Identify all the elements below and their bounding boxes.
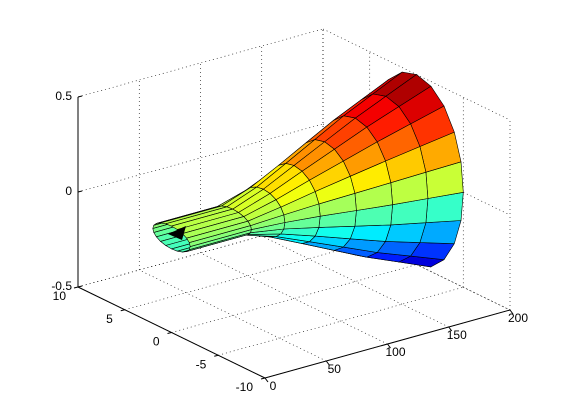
tick-mark: [509, 309, 514, 315]
surface: [152, 71, 464, 268]
tick-mark: [264, 377, 269, 383]
z-tick-label: -0.5: [51, 279, 72, 293]
y-tick-label: -5: [196, 357, 207, 371]
surface-face: [186, 220, 251, 243]
tick-labels: 0 50 100 150 200 -10 -5 0 5 10-0.5 0 0.5: [51, 89, 528, 394]
tick-mark: [325, 360, 330, 366]
tick-mark: [73, 286, 79, 289]
y-tick-label: 5: [106, 312, 113, 326]
z-tick-label: 0: [65, 184, 72, 198]
x-tick-label: 100: [385, 345, 405, 359]
tick-mark: [77, 190, 83, 193]
arrow: [168, 226, 186, 240]
grid: [73, 28, 514, 383]
tick-mark: [448, 326, 453, 332]
y-tick-label: -10: [236, 380, 254, 394]
y-axis: [77, 286, 266, 379]
surface-face: [349, 224, 392, 242]
y-tick-label: 10: [53, 289, 67, 303]
z-tick-label: 0.5: [55, 89, 72, 103]
x-tick-label: 50: [328, 362, 342, 376]
x-tick-label: 200: [508, 311, 528, 325]
tick-mark: [387, 343, 391, 349]
x-axis: [264, 309, 511, 379]
tick-mark: [77, 95, 83, 98]
x-tick-label: 0: [270, 379, 277, 393]
surface-face: [419, 220, 462, 244]
y-tick-label: 0: [153, 335, 160, 349]
x-tick-label: 150: [447, 328, 467, 342]
surface-face: [385, 222, 427, 243]
